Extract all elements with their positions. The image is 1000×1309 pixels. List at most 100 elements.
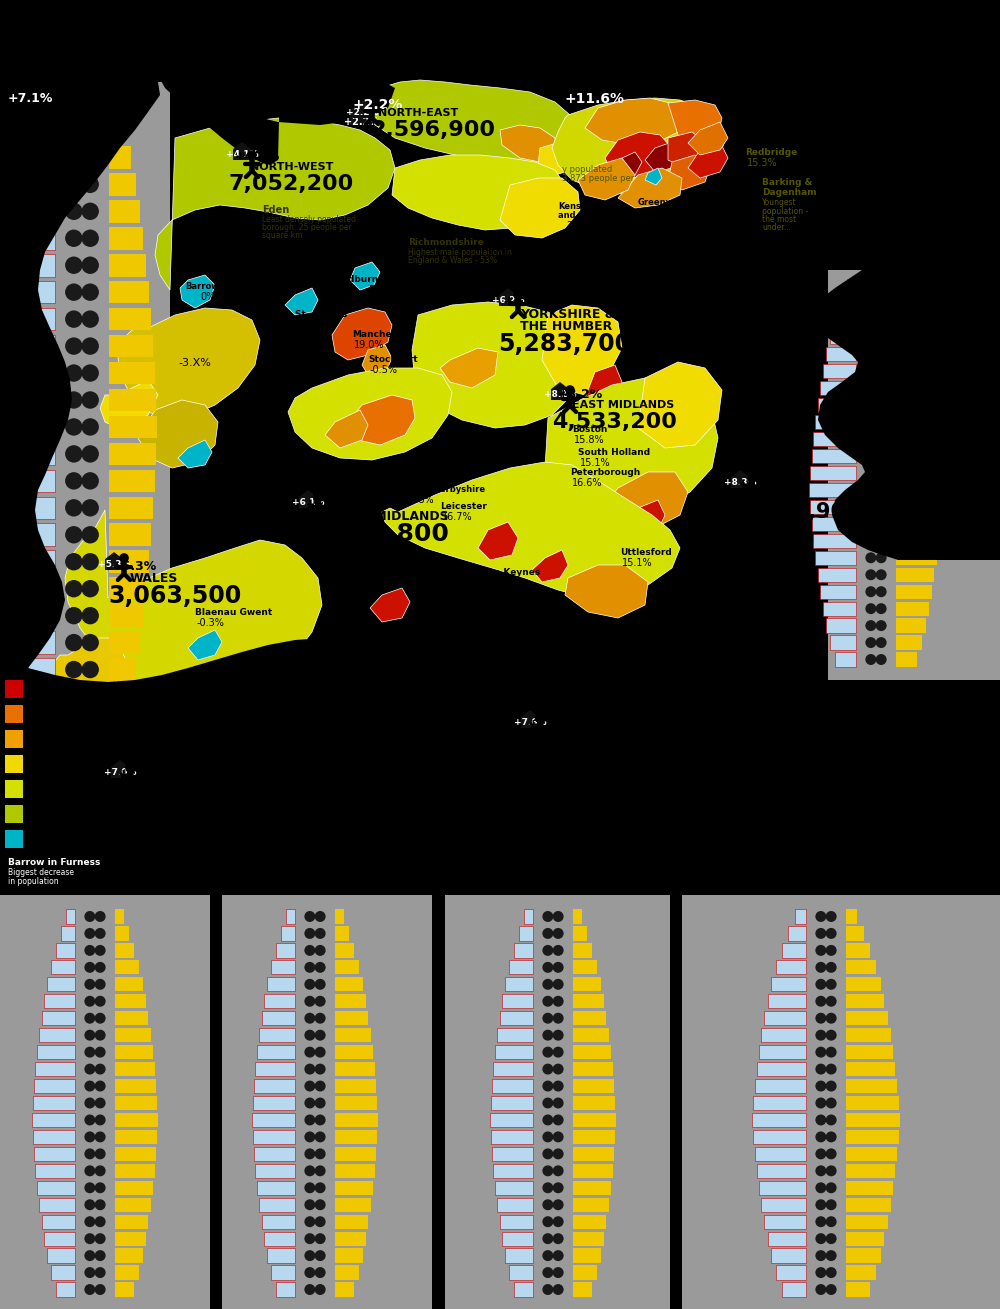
Bar <box>818 398 856 412</box>
Circle shape <box>247 151 257 160</box>
Bar <box>21 605 55 627</box>
Bar <box>782 1283 806 1297</box>
Bar <box>761 1198 806 1212</box>
Polygon shape <box>578 390 620 432</box>
Bar <box>846 961 876 974</box>
Bar <box>813 432 856 446</box>
Circle shape <box>815 928 826 939</box>
Circle shape <box>815 945 826 956</box>
Text: +4.1%: +4.1% <box>235 151 280 164</box>
Circle shape <box>865 552 876 563</box>
Text: -0.3%: -0.3% <box>197 618 225 628</box>
Text: +4.1%: +4.1% <box>226 151 258 160</box>
Bar <box>445 895 670 1309</box>
Bar <box>109 335 153 357</box>
Polygon shape <box>499 288 517 306</box>
Circle shape <box>865 332 876 343</box>
Circle shape <box>65 149 83 166</box>
Bar <box>497 1028 533 1042</box>
Text: 3,873 people per: 3,873 people per <box>562 174 634 183</box>
Circle shape <box>876 620 887 631</box>
Circle shape <box>95 1233 106 1244</box>
Bar <box>573 1113 616 1127</box>
Bar <box>33 1130 75 1144</box>
Circle shape <box>81 257 99 274</box>
Bar <box>115 1113 158 1127</box>
Circle shape <box>865 399 876 411</box>
Bar <box>39 119 55 141</box>
Bar <box>262 1011 295 1025</box>
Bar <box>271 961 295 974</box>
Bar <box>682 895 1000 1309</box>
Text: EAST: EAST <box>756 490 792 503</box>
Bar <box>115 1232 146 1246</box>
Text: +2.2%: +2.2% <box>344 117 380 127</box>
Text: 4,533,200: 4,533,200 <box>552 412 677 432</box>
Bar <box>335 1232 366 1246</box>
Circle shape <box>65 552 83 571</box>
Circle shape <box>553 1064 564 1075</box>
Circle shape <box>95 1064 106 1075</box>
Circle shape <box>747 473 757 483</box>
Bar <box>34 1147 75 1161</box>
Circle shape <box>865 569 876 580</box>
Polygon shape <box>815 0 1000 560</box>
Circle shape <box>95 911 106 922</box>
Bar <box>109 470 155 492</box>
Text: 16.2%: 16.2% <box>374 648 405 658</box>
Bar <box>335 1181 373 1195</box>
Circle shape <box>826 1114 837 1126</box>
Bar <box>255 1164 295 1178</box>
Circle shape <box>826 1064 837 1075</box>
Bar <box>810 466 856 480</box>
Text: 19.0%: 19.0% <box>354 340 384 350</box>
Circle shape <box>315 1064 326 1075</box>
Circle shape <box>553 1131 564 1143</box>
Circle shape <box>876 348 887 360</box>
Bar <box>505 1249 533 1263</box>
Text: borough: 25 people per: borough: 25 people per <box>262 223 352 232</box>
Circle shape <box>84 1064 95 1075</box>
Text: Highest male population in: Highest male population in <box>408 247 512 257</box>
Text: +2.2%: +2.2% <box>346 109 378 117</box>
Bar <box>788 927 806 941</box>
Circle shape <box>304 1199 315 1211</box>
Polygon shape <box>325 410 368 448</box>
Bar <box>115 1181 153 1195</box>
Circle shape <box>65 661 83 678</box>
Bar <box>115 1215 148 1229</box>
Polygon shape <box>565 565 648 618</box>
Bar <box>830 635 856 649</box>
Circle shape <box>81 94 99 113</box>
Circle shape <box>65 445 83 462</box>
Polygon shape <box>138 401 218 469</box>
Circle shape <box>84 1114 95 1126</box>
Text: THE HUMBER: THE HUMBER <box>520 319 612 332</box>
Polygon shape <box>105 552 123 569</box>
Bar <box>846 1249 881 1263</box>
Bar <box>896 279 905 293</box>
Circle shape <box>876 332 887 343</box>
Text: +11.6%: +11.6% <box>565 92 625 106</box>
Bar <box>44 1232 75 1246</box>
Circle shape <box>84 911 95 922</box>
Bar <box>495 1181 533 1195</box>
Circle shape <box>315 1097 326 1109</box>
Bar <box>115 927 129 941</box>
Polygon shape <box>0 0 560 82</box>
Bar <box>252 1113 295 1127</box>
Text: 17.1%: 17.1% <box>640 208 671 219</box>
Bar <box>335 1164 375 1178</box>
Bar <box>846 1164 895 1178</box>
Bar <box>846 1147 897 1161</box>
Bar <box>573 927 587 941</box>
Bar <box>573 1215 606 1229</box>
Circle shape <box>315 1267 326 1278</box>
Bar <box>826 347 856 361</box>
Bar <box>846 910 857 924</box>
Bar <box>115 1249 143 1263</box>
Text: St. Helens: St. Helens <box>295 310 347 319</box>
Circle shape <box>81 149 99 166</box>
Circle shape <box>315 1182 326 1194</box>
Polygon shape <box>585 365 622 410</box>
